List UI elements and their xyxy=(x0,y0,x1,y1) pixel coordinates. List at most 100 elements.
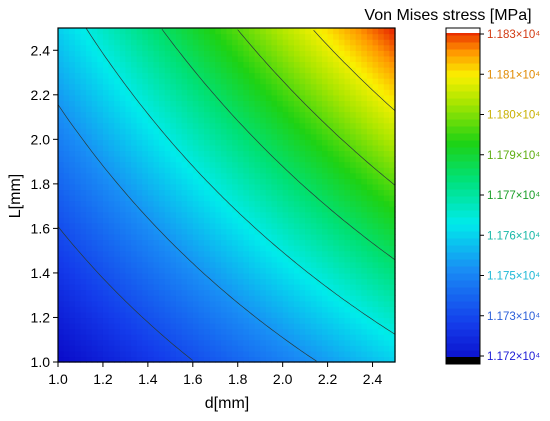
heatmap-cell xyxy=(209,189,216,196)
heatmap-cell xyxy=(389,328,396,335)
heatmap-cell xyxy=(271,356,278,363)
heatmap-cell xyxy=(361,78,368,85)
heatmap-cell xyxy=(142,306,149,313)
heatmap-cell xyxy=(327,61,334,68)
heatmap-cell xyxy=(164,239,171,246)
heatmap-cell xyxy=(181,66,188,74)
heatmap-cell xyxy=(299,83,306,90)
heatmap-cell xyxy=(226,94,233,101)
heatmap-cell xyxy=(327,261,334,268)
heatmap-cell xyxy=(288,195,295,202)
heatmap-cell xyxy=(254,39,261,46)
heatmap-cell xyxy=(265,156,273,163)
heatmap-cell xyxy=(131,245,138,252)
heatmap-cell xyxy=(355,272,362,280)
heatmap-cell xyxy=(293,89,301,96)
heatmap-cell xyxy=(74,233,82,241)
heatmap-cell xyxy=(383,111,390,118)
heatmap-cell xyxy=(226,339,233,346)
heatmap-cell xyxy=(192,300,200,307)
heatmap-cell xyxy=(243,295,250,302)
heatmap-cell xyxy=(181,183,188,191)
heatmap-cell xyxy=(102,178,110,185)
heatmap-cell xyxy=(237,317,244,324)
heatmap-cell xyxy=(355,233,362,241)
heatmap-cell xyxy=(80,228,87,235)
heatmap-cell xyxy=(271,289,278,296)
heatmap-cell xyxy=(142,50,149,57)
heatmap-cell xyxy=(372,350,379,358)
heatmap-cell xyxy=(58,317,65,324)
heatmap-cell xyxy=(198,128,205,135)
heatmap-cell xyxy=(58,128,65,135)
heatmap-cell xyxy=(164,323,171,330)
heatmap-cell xyxy=(366,300,374,307)
heatmap-cell xyxy=(226,233,233,241)
heatmap-cell xyxy=(305,156,312,163)
heatmap-cell xyxy=(86,183,93,191)
heatmap-cell xyxy=(91,195,98,202)
heatmap-cell xyxy=(170,284,177,291)
heatmap-cell xyxy=(310,72,317,79)
heatmap-cell xyxy=(305,117,312,124)
heatmap-cell xyxy=(383,83,390,90)
heatmap-cell xyxy=(310,261,317,268)
heatmap-cell xyxy=(293,50,301,57)
heatmap-cell xyxy=(254,311,261,319)
heatmap-cell xyxy=(293,300,301,307)
heatmap-cell xyxy=(192,200,200,207)
heatmap-cell xyxy=(243,311,250,319)
heatmap-cell xyxy=(350,33,357,40)
heatmap-cell xyxy=(147,300,155,307)
heatmap-cell xyxy=(204,239,211,246)
heatmap-cell xyxy=(389,289,396,296)
heatmap-cell xyxy=(131,272,138,280)
heatmap-cell xyxy=(136,284,143,291)
heatmap-cell xyxy=(153,300,160,307)
heatmap-cell xyxy=(114,72,121,79)
heatmap-cell xyxy=(366,356,374,363)
heatmap-cell xyxy=(293,105,301,113)
heatmap-cell xyxy=(237,295,244,302)
heatmap-cell xyxy=(265,172,273,179)
heatmap-cell xyxy=(265,217,273,224)
heatmap-cell xyxy=(338,105,346,113)
heatmap-cell xyxy=(310,284,317,291)
heatmap-cell xyxy=(338,139,346,146)
heatmap-cell xyxy=(198,195,205,202)
heatmap-cell xyxy=(305,128,312,135)
heatmap-cell xyxy=(265,183,273,191)
heatmap-cell xyxy=(125,278,132,285)
heatmap-cell xyxy=(220,267,228,274)
heatmap-cell xyxy=(187,256,194,263)
heatmap-cell xyxy=(248,117,256,124)
heatmap-cell xyxy=(350,222,357,229)
heatmap-cell xyxy=(91,183,98,191)
heatmap-cell xyxy=(383,61,390,68)
heatmap-cell xyxy=(91,300,98,307)
heatmap-cell xyxy=(170,66,177,74)
heatmap-cell xyxy=(159,117,166,124)
heatmap-cell xyxy=(97,172,104,179)
heatmap-cell xyxy=(310,50,317,57)
heatmap-cell xyxy=(125,44,132,51)
heatmap-cell xyxy=(97,267,104,274)
heatmap-cell xyxy=(378,206,385,213)
heatmap-cell xyxy=(74,128,82,135)
heatmap-cell xyxy=(58,306,65,313)
heatmap-cell xyxy=(69,105,76,113)
heatmap-cell xyxy=(260,133,267,140)
heatmap-cell xyxy=(299,311,306,319)
heatmap-cell xyxy=(164,272,171,280)
heatmap-cell xyxy=(97,256,104,263)
heatmap-cell xyxy=(372,167,379,174)
heatmap-cell xyxy=(333,350,340,358)
heatmap-cell xyxy=(243,50,250,57)
heatmap-cell xyxy=(86,233,93,241)
heatmap-cell xyxy=(170,78,177,85)
heatmap-cell xyxy=(265,250,273,257)
heatmap-cell xyxy=(125,128,132,135)
heatmap-cell xyxy=(361,217,368,224)
heatmap-cell xyxy=(215,217,222,224)
heatmap-cell xyxy=(232,117,239,124)
